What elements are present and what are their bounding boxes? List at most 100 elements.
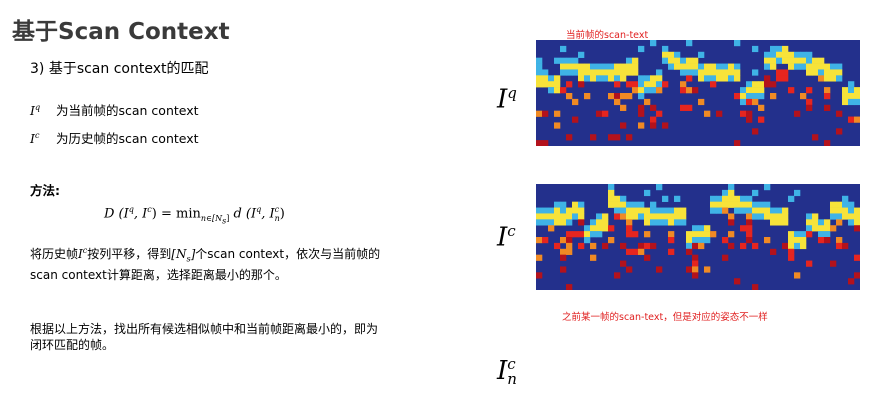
heatmap-cell <box>668 219 675 226</box>
heatmap-cell <box>572 231 579 238</box>
heatmap-cell <box>854 254 860 261</box>
heatmap-cell <box>788 195 795 202</box>
heatmap-cell <box>560 57 567 64</box>
heatmap-cell <box>554 122 561 129</box>
heatmap-cell <box>620 195 627 202</box>
heatmap-cell <box>608 195 615 202</box>
heatmap-cell <box>704 266 711 273</box>
heatmap-cell <box>722 63 729 70</box>
heatmap-cell <box>668 237 675 244</box>
heatmap-cell <box>752 284 759 290</box>
heatmap-cell <box>740 225 747 232</box>
heatmap-cell <box>554 207 561 214</box>
heatmap-cell <box>710 75 717 82</box>
heatmap-cell <box>626 231 633 238</box>
heatmap-cell <box>644 213 651 220</box>
heatmap-cell <box>704 110 711 117</box>
heatmap-cell <box>806 104 813 111</box>
heatmap-cell <box>536 272 543 279</box>
heatmap-cell <box>656 219 663 226</box>
heatmap-cell <box>536 213 543 220</box>
heatmap-cell <box>626 225 633 232</box>
heatmap-cell <box>608 225 615 232</box>
heatmap-cell <box>728 75 735 82</box>
heatmap-cell <box>602 110 609 117</box>
heatmap-cell <box>650 213 657 220</box>
heatmap-cell <box>578 51 585 58</box>
heatmap-cell <box>620 63 627 70</box>
heatmap-cell <box>638 81 645 88</box>
heatmap-cell <box>704 237 711 244</box>
heatmap-cell <box>674 219 681 226</box>
heatmap-cell <box>542 140 549 146</box>
heatmap-cell <box>560 248 567 255</box>
heatmap-cell <box>668 207 675 214</box>
heatmap-cell <box>758 87 765 94</box>
heatmap-cell <box>836 75 843 82</box>
heatmap-cell <box>560 63 567 70</box>
heatmap-cell <box>638 201 645 208</box>
heatmap-cell <box>854 116 860 123</box>
heatmap-cell <box>770 219 777 226</box>
heatmap-cell <box>728 242 735 250</box>
heatmap-cell <box>764 207 771 214</box>
heatmap-cell <box>722 207 729 214</box>
heatmap-cell <box>620 69 627 76</box>
heatmap-cell <box>824 237 831 244</box>
heatmap-cell <box>608 69 615 76</box>
heatmap-cell <box>806 225 813 232</box>
heatmap-cell <box>716 110 723 117</box>
heatmap-cell <box>584 69 591 76</box>
heatmap-cell <box>854 93 860 100</box>
heatmap-cell <box>554 219 561 226</box>
heatmap-cell <box>698 75 705 82</box>
heatmap-cell <box>692 69 699 76</box>
heatmap-cell <box>578 63 585 70</box>
heatmap-cell <box>806 260 813 267</box>
heatmap-cell <box>566 63 573 70</box>
heatmap-cell <box>578 201 585 208</box>
heatmap-cell <box>536 140 543 146</box>
heatmap-cell <box>770 57 777 64</box>
heatmap-cell <box>752 98 759 106</box>
heatmap-cell <box>668 231 675 238</box>
heatmap-cell <box>620 104 627 111</box>
heatmap-cell <box>824 225 831 232</box>
heatmap-cell <box>584 225 591 232</box>
heatmap-cell <box>674 51 681 58</box>
heatmap-cell <box>692 272 699 279</box>
heatmap-cell <box>824 69 831 76</box>
heatmap-cell <box>560 87 567 94</box>
heatmap-cell <box>710 231 717 238</box>
heatmap-cell <box>620 122 627 129</box>
heatmap-cell <box>854 87 860 94</box>
heatmap-cell <box>650 122 657 129</box>
heatmap-cell <box>782 51 789 58</box>
heatmap-cell <box>764 184 771 191</box>
heatmap-cell <box>800 57 807 64</box>
heatmap-cell <box>800 231 807 238</box>
heatmap-cell <box>836 110 843 117</box>
heatmap-cell <box>566 93 573 100</box>
heatmap-cell <box>752 87 759 94</box>
heatmap-cell <box>830 75 837 82</box>
heatmap-cell <box>542 213 549 220</box>
heatmap-cell <box>548 87 555 94</box>
heatmap-cell <box>782 219 789 226</box>
heatmap-cell <box>602 219 609 226</box>
heatmap-cell <box>596 225 603 232</box>
heatmap-cell <box>806 57 813 64</box>
heatmap-cell <box>554 242 561 250</box>
heatmap-cell <box>608 201 615 208</box>
heatmap-cell <box>824 75 831 82</box>
heatmap-cell <box>782 75 789 82</box>
heatmap-cell <box>680 207 687 214</box>
heatmap-cell <box>644 189 651 197</box>
method-description: 将历史帧Ic按列平移，得到[Ns]个scan context，依次与当前帧的 s… <box>30 246 381 283</box>
heatmap-cell <box>626 266 633 273</box>
heatmap-cell <box>584 93 591 100</box>
heatmap-cell <box>776 57 783 64</box>
heatmap-cell <box>650 207 657 214</box>
heatmap-cell <box>812 63 819 70</box>
heatmap-cell <box>656 207 663 214</box>
